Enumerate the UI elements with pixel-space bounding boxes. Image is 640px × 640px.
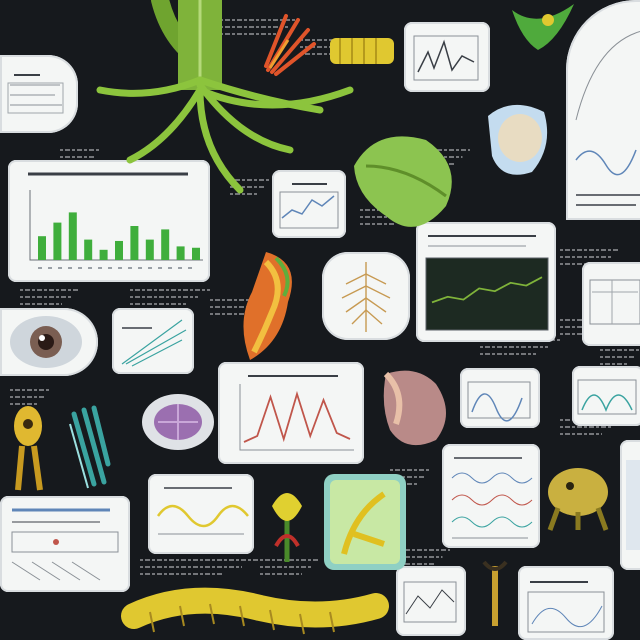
yellow-caterpillar <box>121 586 389 640</box>
yellow-green-flower <box>262 476 312 566</box>
monitor-line <box>431 276 543 304</box>
peak-chart-panel <box>218 362 364 464</box>
bar-9 <box>161 229 170 260</box>
yellow-curve-card <box>148 474 254 554</box>
small-chart-card <box>272 170 346 238</box>
brain-organ <box>482 96 554 182</box>
curve-card-a <box>460 368 540 428</box>
bar-6 <box>115 240 123 260</box>
plant-stem-roots <box>90 0 360 200</box>
purple-cell-cluster <box>138 388 218 458</box>
teal-plant <box>64 404 114 490</box>
bar-chart-bars <box>38 212 200 260</box>
root-system-card <box>322 252 410 340</box>
bottom-card-b <box>518 566 614 640</box>
bar-8 <box>145 239 154 260</box>
monitor-panel <box>416 222 556 342</box>
dome-chart-card <box>566 0 640 220</box>
stomach-organ <box>376 364 456 454</box>
bar-1 <box>38 236 46 260</box>
monitor-polyline <box>431 276 543 304</box>
eye-organ-card <box>0 308 98 376</box>
small-seedling <box>480 556 510 630</box>
bar-10 <box>176 246 185 260</box>
line-chart-card-top <box>404 22 490 92</box>
bar-2 <box>53 222 62 260</box>
diagram-card-top-left <box>0 55 78 133</box>
bar-7 <box>130 226 139 260</box>
bar-3 <box>68 212 77 260</box>
bar-4 <box>84 239 93 260</box>
bar-5 <box>99 249 108 260</box>
green-specimen-panel <box>324 474 406 570</box>
green-winged-specimen <box>508 0 578 54</box>
edge-card-right <box>620 440 640 570</box>
curve-card-b <box>572 366 640 426</box>
yellow-seed-pod <box>320 34 400 68</box>
green-leaf <box>346 126 464 242</box>
right-diagram-card <box>582 262 640 346</box>
peak-polyline <box>243 390 351 443</box>
bar-11 <box>192 247 200 260</box>
yellow-creature <box>6 402 50 494</box>
bar-chart-panel <box>8 160 210 282</box>
red-orange-flower <box>258 10 318 80</box>
line-diagram-card <box>112 308 194 374</box>
list-card-bottom-left <box>0 496 130 592</box>
peak-line <box>243 390 351 443</box>
wave-chart-card <box>442 444 540 548</box>
yellow-creature-right <box>540 462 618 532</box>
orange-tissue-organ <box>236 252 302 362</box>
bottom-card-a <box>396 566 466 636</box>
